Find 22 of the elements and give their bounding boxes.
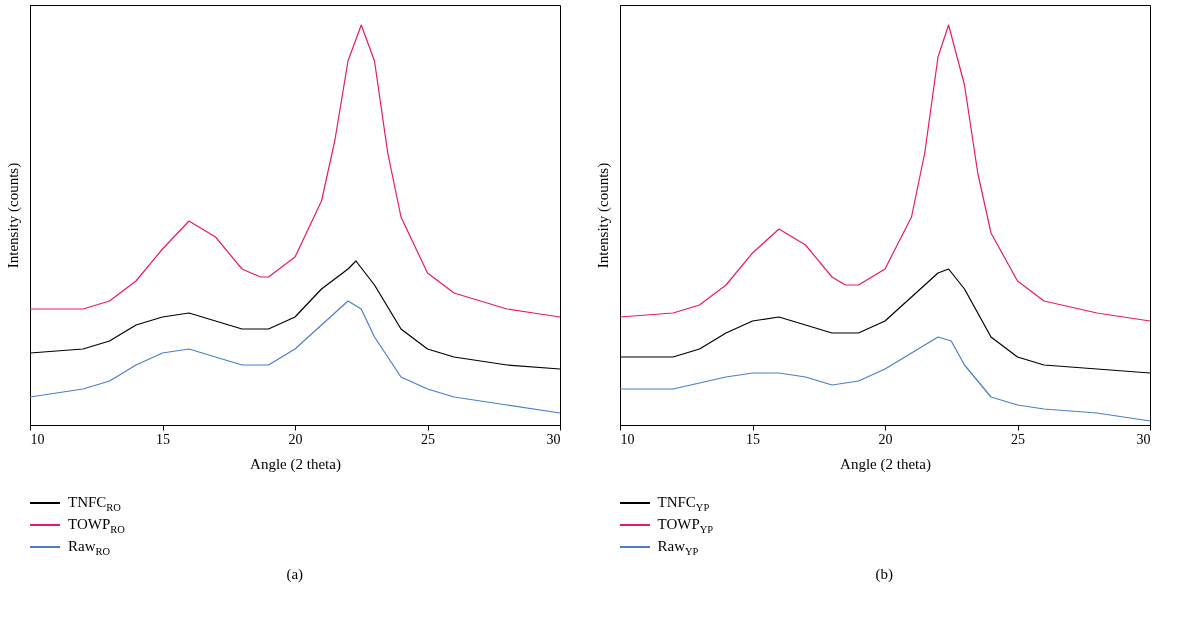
x-axis-title: Angle (2 theta)	[250, 455, 341, 473]
text: (a)	[285, 566, 305, 583]
x-tick-label: 25	[421, 431, 435, 447]
x-tick-label: 20	[878, 431, 892, 447]
x-tick-label: 10	[30, 431, 45, 447]
legend-label: TNFC$_{RO}$	[68, 493, 121, 513]
y-axis-title: Intensity (counts)	[594, 162, 611, 269]
x-tick-label: 15	[156, 431, 170, 447]
legend-label: TOWP$_{YP}$	[657, 515, 714, 535]
x-tick-label: 15	[745, 431, 760, 447]
x-tick-label: 10	[620, 431, 634, 447]
x-axis-title: Angle (2 theta)	[839, 455, 931, 473]
legend-label: TNFC$_{YP}$	[657, 493, 710, 513]
y-axis-title: Intensity (counts)	[4, 162, 22, 269]
legend-label: Raw$_{YP}$	[657, 537, 699, 557]
x-tick-label: 30	[1136, 431, 1150, 447]
text: (b)	[874, 566, 894, 583]
legend-label: TOWP$_{RO}$	[68, 515, 125, 535]
x-tick-label: 20	[288, 431, 303, 447]
legend-label: Raw$_{RO}$	[68, 537, 111, 557]
x-tick-label: 30	[546, 431, 561, 447]
x-tick-label: 25	[1010, 431, 1025, 447]
